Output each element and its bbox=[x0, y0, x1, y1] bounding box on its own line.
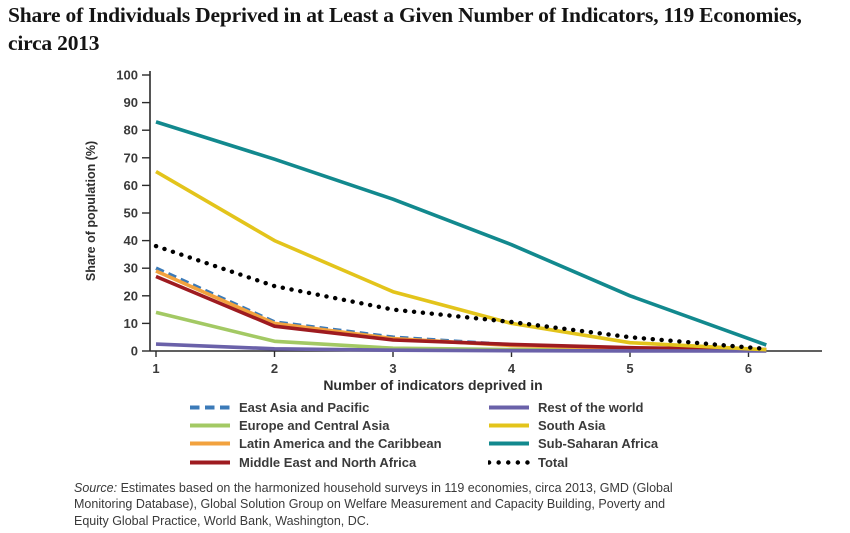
x-tick-label: 2 bbox=[271, 361, 278, 376]
line-chart: 0 10 20 30 40 50 60 70 80 90 100 1 2 3 4 5 6 Number of in… bbox=[84, 68, 822, 393]
legend-item-east-asia-and-pacific: East Asia and Pacific bbox=[189, 398, 488, 416]
series-line-rest-of-the-world bbox=[155, 342, 767, 353]
legend-swatch-icon bbox=[190, 405, 230, 410]
x-tick-label: 6 bbox=[745, 361, 752, 376]
legend-label: South Asia bbox=[538, 417, 606, 433]
legend-swatch-icon bbox=[489, 441, 529, 446]
legend-label: Sub-Saharan Africa bbox=[538, 436, 659, 452]
y-tick-label: 10 bbox=[124, 316, 138, 331]
legend-item-total: Total bbox=[488, 453, 658, 471]
x-tick-label: 1 bbox=[152, 361, 159, 376]
series-line-sub-saharan-africa bbox=[155, 120, 767, 347]
legend-column-2: Rest of the world South Asia Sub-Saharan A… bbox=[488, 398, 658, 471]
legend-swatch-icon bbox=[190, 441, 230, 446]
y-tick-label: 100 bbox=[116, 68, 138, 83]
y-tick-label: 40 bbox=[124, 233, 138, 248]
series-line-total bbox=[153, 243, 769, 352]
y-tick-label: 30 bbox=[124, 261, 138, 276]
legend-label: Europe and Central Asia bbox=[239, 417, 390, 433]
y-tick-label: 20 bbox=[124, 288, 138, 303]
series-line-south-asia bbox=[155, 170, 767, 352]
legend-item-south-asia: South Asia bbox=[488, 416, 658, 434]
legend-swatch-icon bbox=[190, 423, 230, 428]
legend-item-middle-east-and-north-africa: Middle East and North Africa bbox=[189, 453, 488, 471]
y-tick-label: 0 bbox=[131, 344, 138, 359]
legend-item-europe-and-central-asia: Europe and Central Asia bbox=[189, 416, 488, 434]
y-tick-label: 70 bbox=[124, 150, 138, 165]
source-text: Estimates based on the harmonized househ… bbox=[74, 481, 673, 528]
legend-label: Middle East and North Africa bbox=[239, 454, 417, 470]
legend-label: Latin America and the Caribbean bbox=[239, 436, 442, 452]
legend-label: Rest of the world bbox=[538, 399, 644, 415]
y-tick-label: 60 bbox=[124, 178, 138, 193]
figure-title: Share of Individuals Deprived in at Leas… bbox=[8, 3, 802, 55]
y-axis-title: Share of population (%) bbox=[84, 141, 98, 281]
legend-item-sub-saharan-africa: Sub-Saharan Africa bbox=[488, 435, 658, 453]
y-tick-label: 80 bbox=[124, 123, 138, 138]
legend-item-latin-america-and-the-caribbean: Latin America and the Caribbean bbox=[189, 435, 488, 453]
x-tick-label: 5 bbox=[626, 361, 633, 376]
legend-item-rest-of-the-world: Rest of the world bbox=[488, 398, 658, 416]
x-tick-label: 3 bbox=[389, 361, 396, 376]
legend-label: Total bbox=[538, 454, 569, 470]
source-label: Source: bbox=[74, 481, 118, 495]
x-tick-label: 4 bbox=[508, 361, 516, 376]
legend-swatch-icon bbox=[488, 459, 530, 465]
legend-swatch-icon bbox=[190, 460, 230, 465]
x-axis-title: Number of indicators deprived in bbox=[323, 377, 542, 393]
legend-label: East Asia and Pacific bbox=[239, 399, 370, 415]
legend-swatch-icon bbox=[489, 423, 529, 428]
y-tick-label: 90 bbox=[124, 95, 138, 110]
legend-column-1: East Asia and Pacific Europe and Central … bbox=[189, 398, 488, 471]
legend-swatch-icon bbox=[489, 405, 529, 410]
y-tick-label: 50 bbox=[124, 206, 138, 221]
chart-legend: East Asia and Pacific Europe and Central … bbox=[189, 398, 658, 471]
source-note: Source: Estimates based on the harmonize… bbox=[74, 480, 682, 529]
